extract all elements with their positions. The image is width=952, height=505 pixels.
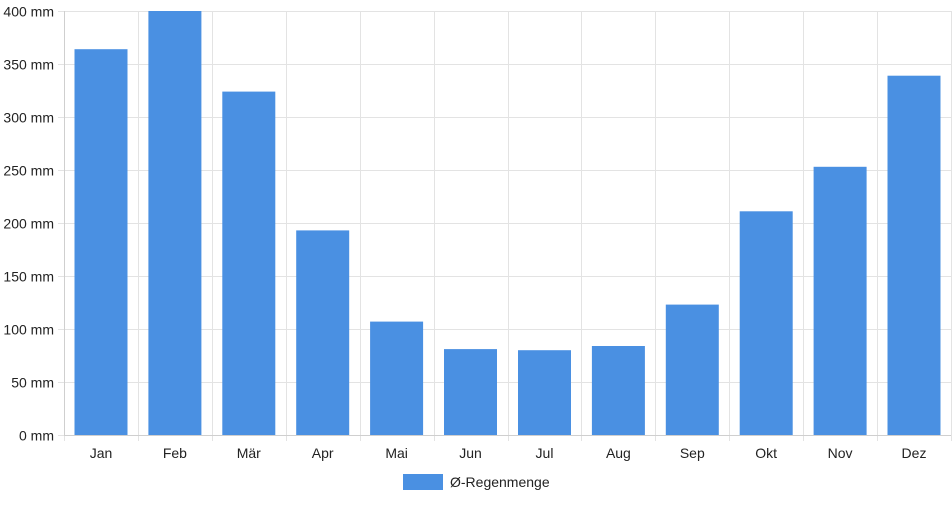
x-tick-label: Okt — [755, 445, 777, 461]
y-tick-label: 200 mm — [3, 216, 54, 232]
bar-sep[interactable] — [665, 304, 719, 435]
y-tick-label: 0 mm — [19, 428, 54, 444]
y-tick-label: 100 mm — [3, 322, 54, 338]
x-tick-label: Aug — [606, 445, 631, 461]
x-tick-label: Jun — [459, 445, 482, 461]
bar-nov[interactable] — [813, 166, 867, 436]
bar-jan[interactable] — [74, 49, 128, 435]
bar-okt[interactable] — [739, 211, 793, 435]
y-tick-label: 250 mm — [3, 163, 54, 179]
x-tick-label: Dez — [902, 445, 927, 461]
bar-jul[interactable] — [518, 350, 571, 435]
legend-swatch[interactable] — [403, 474, 443, 490]
y-tick-label: 50 mm — [11, 375, 54, 391]
x-tick-label: Mär — [237, 445, 261, 461]
y-tick-label: 350 mm — [3, 57, 54, 73]
bar-dez[interactable] — [887, 75, 941, 435]
x-tick-label: Apr — [312, 445, 334, 461]
x-tick-label: Jan — [90, 445, 113, 461]
legend-label[interactable]: Ø-Regenmenge — [450, 474, 550, 490]
legend[interactable]: Ø-Regenmenge — [403, 474, 550, 490]
y-tick-label: 300 mm — [3, 110, 54, 126]
x-tick-label: Mai — [385, 445, 408, 461]
y-tick-label: 400 mm — [3, 4, 54, 20]
bar-apr[interactable] — [296, 230, 350, 435]
x-tick-label: Nov — [828, 445, 853, 461]
x-tick-label: Feb — [163, 445, 187, 461]
x-tick-label: Sep — [680, 445, 705, 461]
bar-feb[interactable] — [148, 11, 202, 435]
bars-layer — [74, 11, 941, 436]
x-tick-label: Jul — [536, 445, 554, 461]
axis-layer: 0 mm 50 mm 100 mm 150 mm 200 mm 250 mm 300 mm 3… — [3, 4, 951, 461]
bar-mär[interactable] — [222, 91, 276, 435]
y-tick-label: 150 mm — [3, 269, 54, 285]
bar-mai[interactable] — [370, 321, 424, 435]
bar-aug[interactable] — [591, 346, 645, 435]
bar-jun[interactable] — [444, 349, 497, 435]
